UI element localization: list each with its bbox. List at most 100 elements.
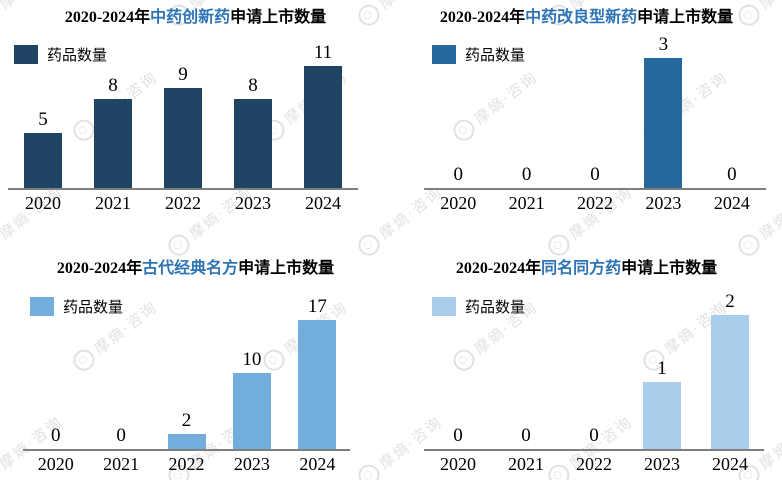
x-axis-labels: 2020 2021 2022 2023 2024 bbox=[424, 454, 764, 475]
x-tick-label: 2020 bbox=[37, 454, 74, 474]
bar-value-label: 0 bbox=[589, 425, 599, 447]
legend-label: 药品数量 bbox=[47, 48, 108, 64]
chart-panel-tcm-innovative-drugs: 2020-2024年中药创新药申请上市数量 药品数量 5 8 9 8 11 2020 20… bbox=[0, 0, 391, 240]
bar-value-label: 9 bbox=[178, 64, 188, 86]
bar-slot: 2 bbox=[154, 410, 219, 449]
bar bbox=[644, 58, 683, 188]
bar-slot: 17 bbox=[285, 296, 350, 449]
bar-value-label: 10 bbox=[242, 349, 262, 371]
title-highlight: 中药改良型新药 bbox=[525, 9, 638, 26]
legend-label: 药品数量 bbox=[63, 300, 124, 316]
bar-slot: 8 bbox=[218, 75, 288, 188]
title-suffix: 申请上市数量 bbox=[230, 9, 327, 26]
bar-slot: 0 bbox=[561, 164, 629, 188]
bar-slot: 9 bbox=[148, 64, 218, 188]
plot-area: 0 0 2 10 17 bbox=[23, 296, 350, 451]
x-tick-label: 2024 bbox=[713, 193, 750, 213]
bar bbox=[304, 66, 342, 188]
x-tick-label: 2021 bbox=[508, 193, 545, 213]
bar bbox=[298, 320, 337, 449]
title-highlight: 古代经典名方 bbox=[142, 260, 239, 277]
bar-value-label: 0 bbox=[116, 425, 126, 447]
legend: 药品数量 bbox=[14, 44, 107, 65]
legend-swatch bbox=[30, 297, 54, 316]
bar-slot: 0 bbox=[492, 425, 560, 449]
bar-value-label: 0 bbox=[727, 164, 737, 186]
bar-value-label: 5 bbox=[38, 109, 48, 131]
legend-swatch bbox=[14, 45, 38, 64]
legend-swatch bbox=[432, 297, 456, 316]
x-axis-labels: 2020 2021 2022 2023 2024 bbox=[424, 193, 766, 214]
x-tick-label: 2021 bbox=[508, 454, 544, 474]
bar-slot: 10 bbox=[219, 349, 284, 449]
legend: 药品数量 bbox=[432, 296, 525, 317]
bar-slot: 0 bbox=[424, 164, 492, 188]
bar-slot: 11 bbox=[288, 42, 358, 188]
bar bbox=[232, 373, 271, 449]
bar-value-label: 0 bbox=[521, 425, 531, 447]
legend-swatch bbox=[432, 45, 456, 64]
bar-value-label: 0 bbox=[50, 425, 61, 447]
bar-value-label: 17 bbox=[307, 296, 327, 318]
bar-slot: 2 bbox=[696, 291, 764, 449]
bar bbox=[167, 434, 206, 449]
x-tick-label: 2023 bbox=[233, 454, 270, 474]
bar-slot: 8 bbox=[78, 75, 148, 188]
plot-area: 5 8 9 8 11 bbox=[8, 42, 358, 190]
bar-value-label: 1 bbox=[657, 358, 667, 380]
bar-slot: 0 bbox=[698, 164, 766, 188]
bar-slot: 0 bbox=[23, 425, 88, 449]
x-axis-labels: 2020 2021 2022 2023 2024 bbox=[23, 454, 350, 475]
plot-area: 0 0 0 1 2 bbox=[424, 291, 764, 451]
x-tick-label: 2023 bbox=[644, 454, 680, 474]
title-prefix: 2020-2024年 bbox=[455, 260, 542, 277]
title-highlight: 同名同方药 bbox=[541, 260, 622, 277]
bar-slot: 1 bbox=[628, 358, 696, 449]
title-suffix: 申请上市数量 bbox=[621, 260, 718, 277]
bar-value-label: 8 bbox=[248, 75, 258, 97]
x-tick-label: 2022 bbox=[168, 454, 205, 474]
bar bbox=[711, 315, 749, 449]
x-tick-label: 2020 bbox=[25, 193, 61, 213]
chart-title: 2020-2024年古代经典名方申请上市数量 bbox=[0, 240, 391, 278]
bar-value-label: 0 bbox=[590, 164, 600, 186]
bar-value-label: 8 bbox=[108, 75, 118, 97]
title-suffix: 申请上市数量 bbox=[238, 260, 335, 277]
bar-value-label: 0 bbox=[453, 164, 463, 186]
legend-label: 药品数量 bbox=[465, 300, 526, 316]
chart-panel-classic-formulas: 2020-2024年古代经典名方申请上市数量 药品数量 0 0 2 10 17 2020… bbox=[0, 240, 391, 480]
bar-value-label: 0 bbox=[521, 164, 532, 186]
bar bbox=[24, 133, 62, 188]
chart-title: 2020-2024年同名同方药申请上市数量 bbox=[391, 240, 782, 278]
x-tick-label: 2023 bbox=[645, 193, 682, 213]
bar bbox=[234, 99, 272, 188]
title-highlight: 中药创新药 bbox=[150, 9, 231, 26]
x-tick-label: 2024 bbox=[299, 454, 336, 474]
bar-slot: 0 bbox=[424, 425, 492, 449]
x-axis-labels: 2020 2021 2022 2023 2024 bbox=[8, 193, 358, 214]
bar-slot: 0 bbox=[560, 425, 628, 449]
x-tick-label: 2022 bbox=[577, 193, 614, 213]
legend-label: 药品数量 bbox=[465, 48, 526, 64]
x-tick-label: 2022 bbox=[165, 193, 201, 213]
bar-value-label: 11 bbox=[313, 42, 333, 64]
bar-value-label: 0 bbox=[453, 425, 463, 447]
bar-value-label: 3 bbox=[658, 34, 669, 56]
x-tick-label: 2021 bbox=[95, 193, 131, 213]
legend: 药品数量 bbox=[30, 296, 123, 317]
bar-value-label: 2 bbox=[181, 410, 192, 432]
x-tick-label: 2022 bbox=[576, 454, 612, 474]
bar bbox=[643, 382, 681, 449]
bar-slot: 0 bbox=[492, 164, 560, 188]
bar bbox=[164, 88, 202, 188]
plot-area: 0 0 0 3 0 bbox=[424, 34, 766, 190]
x-tick-label: 2024 bbox=[712, 454, 748, 474]
x-tick-label: 2020 bbox=[440, 454, 476, 474]
bar-value-label: 2 bbox=[725, 291, 735, 313]
bar bbox=[94, 99, 132, 188]
legend: 药品数量 bbox=[432, 44, 525, 65]
